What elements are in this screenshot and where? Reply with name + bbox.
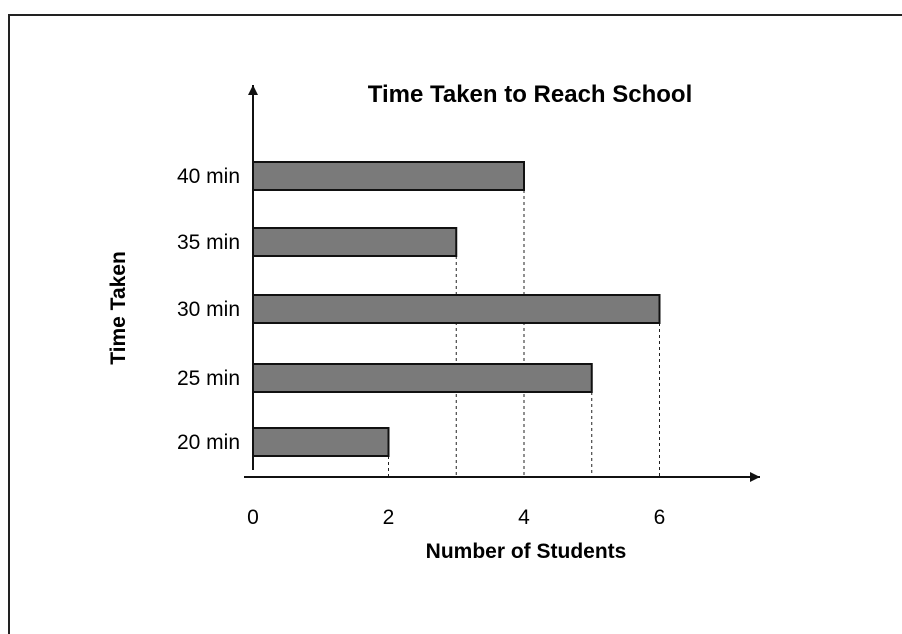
bar	[252, 363, 593, 393]
x-tick-label: 4	[518, 506, 530, 529]
y-tick-label: 40 min	[177, 165, 240, 188]
x-tick-label: 2	[383, 506, 395, 529]
x-axis-label: Number of Students	[426, 540, 627, 563]
bar-chart: Time Taken to Reach School 20 min 25 min 3…	[107, 81, 760, 563]
x-tick-label: 6	[654, 506, 666, 529]
y-tick-labels: 20 min 25 min 30 min 35 min 40 min	[177, 165, 240, 454]
y-tick-label: 35 min	[177, 231, 240, 254]
bar	[252, 294, 661, 324]
y-tick-label: 30 min	[177, 298, 240, 321]
chart-frame	[8, 14, 902, 634]
y-axis-label: Time Taken	[107, 251, 130, 365]
y-tick-label: 20 min	[177, 431, 240, 454]
bar	[252, 427, 390, 457]
chart-title: Time Taken to Reach School	[368, 81, 693, 108]
bars	[252, 161, 661, 457]
x-tick-label: 0	[247, 506, 259, 529]
bar	[252, 161, 525, 191]
x-tick-labels: 0 2 4 6	[247, 506, 665, 529]
y-tick-label: 25 min	[177, 367, 240, 390]
bar	[252, 227, 458, 257]
